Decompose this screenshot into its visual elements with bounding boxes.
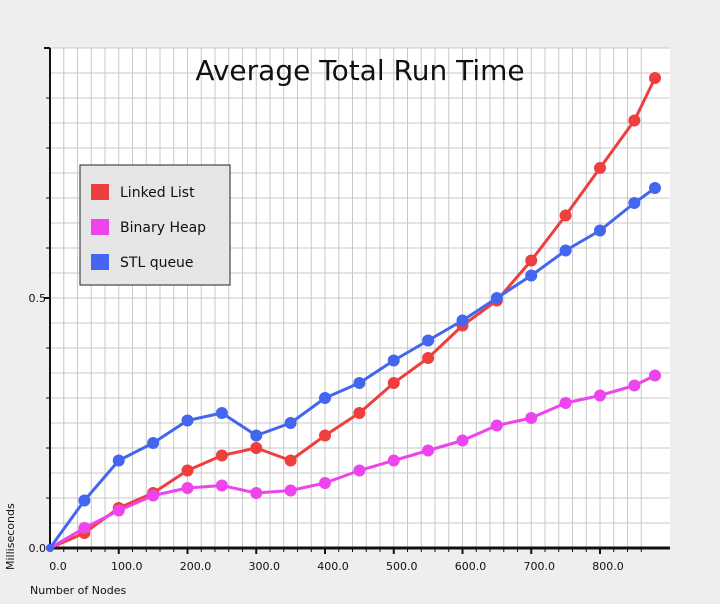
data-point (78, 494, 91, 507)
data-point (387, 454, 400, 467)
data-point (525, 269, 538, 282)
data-point (628, 114, 641, 127)
x-tick-label: 200.0 (180, 560, 212, 573)
x-tick-label: 800.0 (592, 560, 624, 573)
data-point (78, 522, 91, 534)
data-point (559, 244, 572, 257)
data-point (353, 377, 366, 389)
data-point (456, 434, 469, 447)
data-point (181, 482, 194, 494)
x-tick-label: 600.0 (455, 560, 487, 573)
legend-label: STL queue (120, 255, 194, 271)
data-point (250, 442, 263, 454)
legend-swatch (91, 219, 109, 235)
data-point (490, 292, 503, 304)
legend-swatch (91, 254, 109, 270)
data-point (319, 477, 331, 489)
data-point (628, 379, 641, 392)
data-point (147, 437, 160, 449)
data-point (284, 417, 297, 429)
data-point (649, 72, 661, 84)
x-tick-label: 700.0 (524, 560, 556, 573)
data-point (422, 352, 435, 364)
data-point (594, 162, 606, 174)
y-axis-label: Milliseconds (4, 503, 17, 570)
axes: 0.0 100.0 200.0 300.0 400.0 500.0 600.0 700.0 80… (29, 47, 670, 573)
data-point (628, 197, 641, 209)
data-point (649, 182, 661, 194)
data-point (525, 254, 538, 267)
data-point (284, 484, 297, 497)
series-binary-heap (46, 369, 661, 552)
legend-label: Linked List (120, 185, 195, 201)
data-point (319, 429, 331, 442)
data-point (215, 407, 228, 419)
chart-title: Average Total Run Time (195, 54, 524, 87)
data-point (147, 489, 160, 502)
x-tick-label: 500.0 (386, 560, 418, 573)
data-point (490, 419, 503, 432)
data-point (422, 334, 435, 347)
data-point (387, 377, 400, 389)
data-point (112, 504, 125, 517)
series-stl-queue (46, 182, 661, 552)
data-point (319, 392, 331, 404)
y-tick-label: 0.5 (29, 292, 47, 305)
data-point (181, 414, 194, 427)
data-point (594, 389, 606, 402)
data-point (353, 407, 366, 419)
data-point (649, 369, 661, 382)
data-point (215, 479, 228, 492)
legend-swatch (91, 184, 109, 200)
data-point (181, 464, 194, 477)
data-point (559, 397, 572, 409)
data-point (525, 412, 538, 424)
x-axis-label: Number of Nodes (30, 584, 126, 597)
data-point (559, 209, 572, 222)
data-point (353, 464, 366, 477)
series-layer (46, 72, 661, 552)
x-tick-label: 300.0 (249, 560, 281, 573)
data-point (594, 224, 606, 237)
data-point (215, 449, 228, 462)
data-point (422, 444, 435, 457)
data-point (456, 314, 469, 327)
data-point (387, 354, 400, 367)
data-point (46, 544, 54, 552)
data-point (112, 454, 125, 467)
data-point (250, 429, 263, 442)
legend: Linked List Binary Heap STL queue (79, 164, 231, 286)
y-tick-label: 0.0 (29, 542, 47, 555)
x-tick-label: 0.0 (49, 560, 67, 573)
data-point (284, 454, 297, 467)
legend-label: Binary Heap (120, 220, 206, 236)
x-tick-label: 100.0 (111, 560, 143, 573)
x-tick-label: 400.0 (317, 560, 349, 573)
data-point (250, 487, 263, 499)
